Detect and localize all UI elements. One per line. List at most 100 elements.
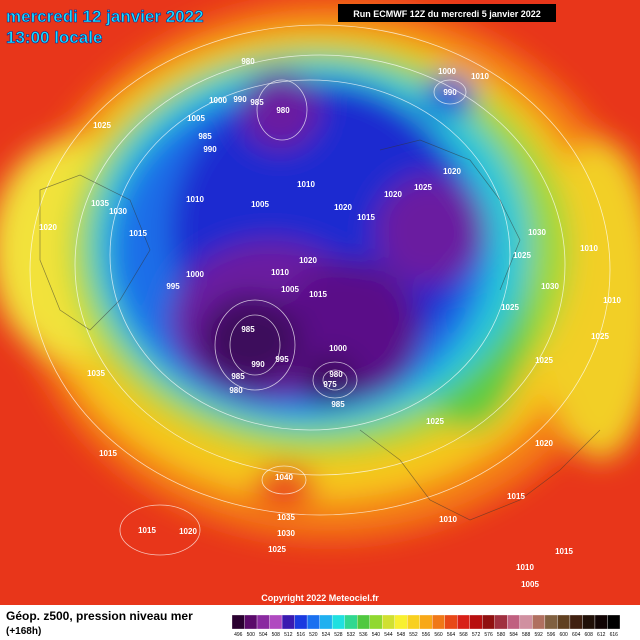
colorbar-label: 536 [359, 632, 368, 638]
isobar-label: 1025 [414, 183, 432, 192]
colorbar-label: 568 [459, 632, 468, 638]
isobar-label: 1025 [513, 251, 531, 260]
isobar-label: 1010 [271, 268, 289, 277]
isobar-label: 1010 [471, 72, 489, 81]
colorbar-swatch [444, 614, 458, 630]
colorbar-label: 564 [447, 632, 456, 638]
colorbar-label: 556 [422, 632, 431, 638]
colorbar-label: 580 [497, 632, 506, 638]
isobar-label: 985 [331, 400, 345, 409]
colorbar-swatch [419, 614, 433, 630]
isobar-label: 985 [231, 372, 245, 381]
isobar-label: 985 [198, 132, 212, 141]
colorbar-label: 508 [272, 632, 281, 638]
isobar-label: 1025 [591, 332, 609, 341]
isobar-label: 1040 [275, 473, 293, 482]
isobar-label: 980 [329, 370, 343, 379]
isobar-label: 975 [323, 380, 337, 389]
colorbar-swatch [369, 614, 383, 630]
isobar-label: 1010 [439, 515, 457, 524]
colorbar-swatch [457, 614, 470, 630]
isobar-label: 1010 [580, 244, 598, 253]
colorbar-swatch [382, 614, 395, 630]
isobar-label: 1030 [109, 207, 127, 216]
colorbar-label: 500 [247, 632, 256, 638]
colorbar-label: 576 [484, 632, 493, 638]
colorbar-swatch [582, 614, 596, 630]
colorbar-swatch [269, 614, 283, 630]
isobar-label: 980 [229, 386, 243, 395]
colorbar-swatch [256, 614, 270, 630]
isobar-label: 1015 [555, 547, 573, 556]
isobar-label: 1005 [521, 580, 539, 589]
colorbar-label: 540 [372, 632, 381, 638]
isobar-label: 1020 [39, 223, 57, 232]
isobar-label: 1030 [541, 282, 559, 291]
isobar-label: 1035 [91, 199, 109, 208]
isobar-label: 1020 [384, 190, 402, 199]
colorbar-swatch [331, 614, 345, 630]
isobar-label: 1015 [129, 229, 147, 238]
colorbar-swatch [394, 614, 408, 630]
colorbar-label: 608 [585, 632, 594, 638]
colorbar-label: 552 [409, 632, 418, 638]
colorbar-label: 532 [347, 632, 356, 638]
isobar-label: 985 [241, 325, 255, 334]
isobar-label: 1005 [281, 285, 299, 294]
isobar-label: 1015 [99, 449, 117, 458]
colorbar-swatch [244, 614, 258, 630]
colorbar-swatch [482, 614, 495, 630]
run-box [338, 4, 556, 22]
isobar-label: 1025 [426, 417, 444, 426]
colorbar-swatch [294, 614, 308, 630]
isobar-label: 1025 [535, 356, 553, 365]
isobar-label: 1020 [443, 167, 461, 176]
isobar-label: 1025 [501, 303, 519, 312]
colorbar-label: 588 [522, 632, 531, 638]
colorbar-label: 592 [534, 632, 543, 638]
colorbar-label: 524 [322, 632, 331, 638]
isobar-label: 1015 [138, 526, 156, 535]
colorbar-label: 512 [284, 632, 293, 638]
isobar-label: 1010 [186, 195, 204, 204]
isobar-label: 1010 [516, 563, 534, 572]
isobar-label: 1025 [268, 545, 286, 554]
isobar-label: 990 [443, 88, 457, 97]
lead-time: (+168h) [6, 626, 41, 637]
colorbar-label: 612 [597, 632, 606, 638]
colorbar-swatch [507, 614, 521, 630]
isobar-label: 1020 [535, 439, 553, 448]
colorbar-label: 572 [472, 632, 481, 638]
colorbar-swatch [432, 614, 445, 630]
map-date: mercredi 12 janvier 2022 [6, 7, 204, 26]
isobar-label: 1020 [334, 203, 352, 212]
colorbar-swatch [532, 614, 546, 630]
isobar-label: 1010 [297, 180, 315, 189]
copyright: Copyright 2022 Meteociel.fr [261, 593, 379, 603]
isobar-label: 1015 [357, 213, 375, 222]
colorbar-swatch [469, 614, 483, 630]
isobar-label: 1025 [93, 121, 111, 130]
map-time: 13:00 locale [6, 28, 102, 47]
isobar-label: 980 [276, 106, 290, 115]
isobar-label: 990 [233, 95, 247, 104]
isobar-label: 1000 [438, 67, 456, 76]
colorbar-label: 548 [397, 632, 406, 638]
colorbar-label: 520 [309, 632, 318, 638]
product-title: Géop. z500, pression niveau mer [6, 609, 193, 623]
colorbar-label: 596 [547, 632, 556, 638]
isobar-label: 995 [275, 355, 289, 364]
isobar-label: 985 [250, 98, 264, 107]
run-info: Run ECMWF 12Z du mercredi 5 janvier 2022 [353, 9, 541, 19]
isobar-label: 1020 [179, 527, 197, 536]
colorbar-swatch [569, 614, 583, 630]
isobar-label: 1015 [309, 290, 327, 299]
colorbar-label: 584 [509, 632, 518, 638]
colorbar-swatch [594, 614, 608, 630]
colorbar-label: 604 [572, 632, 581, 638]
colorbar-swatch [231, 614, 245, 630]
colorbar-swatch [357, 614, 370, 630]
colorbar-label: 616 [610, 632, 619, 638]
colorbar-swatch [607, 614, 621, 630]
